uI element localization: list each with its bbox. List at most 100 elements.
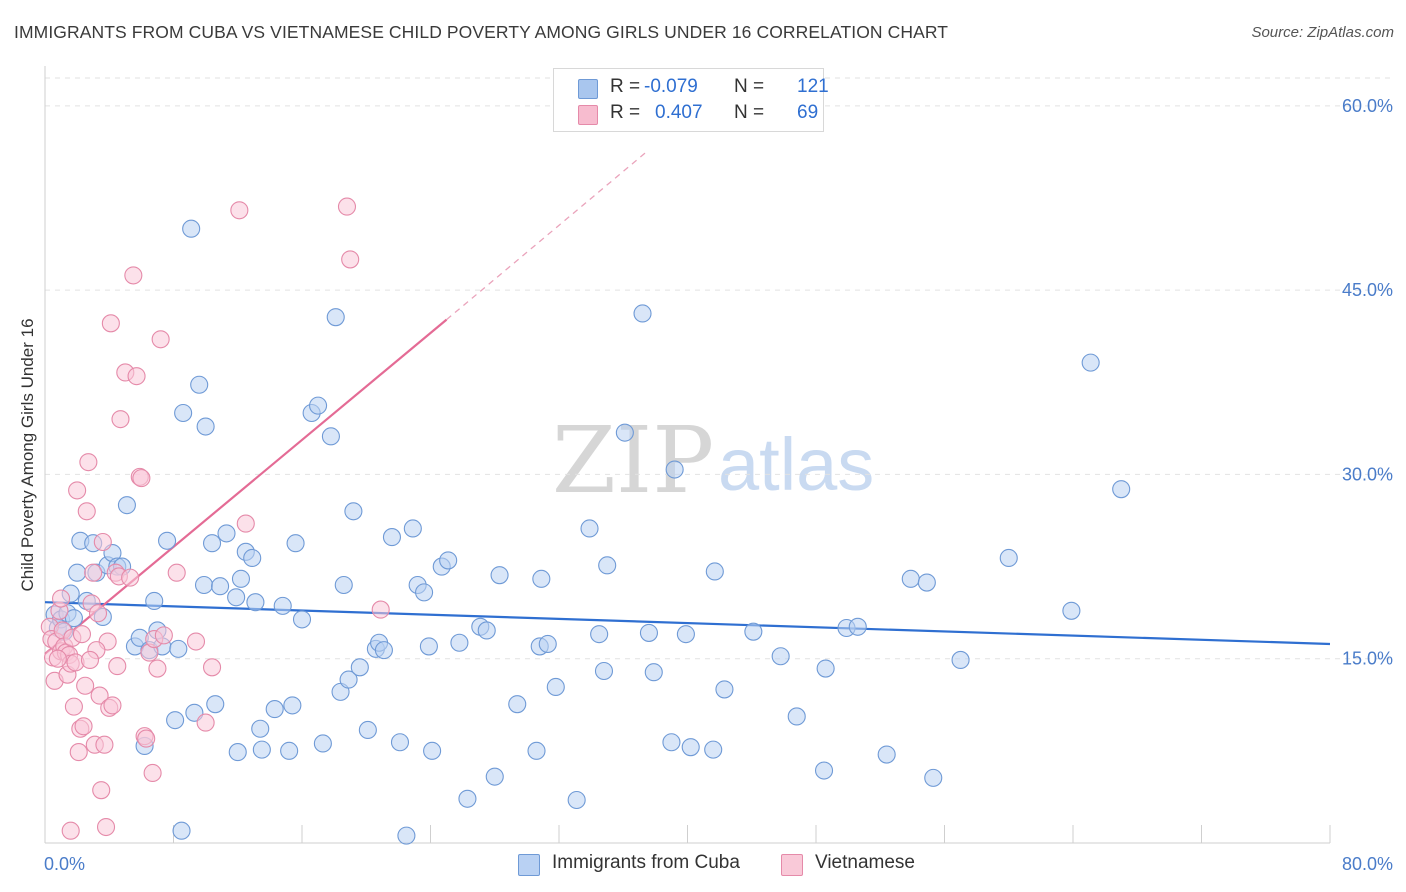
point-vietnamese [103, 696, 122, 715]
point-cuba [423, 741, 442, 760]
r-label: R = [610, 102, 641, 123]
point-cuba [662, 733, 681, 752]
point-cuba [450, 633, 469, 652]
r-value-cuba: -0.079 [644, 76, 698, 97]
watermark-atlas: atlas [718, 423, 874, 506]
point-vietnamese [84, 563, 103, 582]
point-vietnamese [337, 197, 357, 216]
point-cuba [681, 738, 700, 757]
point-cuba [286, 534, 305, 553]
point-cuba [705, 562, 724, 581]
point-vietnamese [154, 626, 173, 645]
point-cuba [203, 534, 222, 553]
point-cuba [580, 519, 599, 538]
point-cuba [917, 573, 936, 592]
n-label: N = [734, 76, 765, 97]
point-cuba [594, 661, 614, 681]
point-cuba [485, 767, 504, 786]
y-tick-label: 60.0% [1342, 96, 1393, 116]
data-points [40, 197, 1131, 845]
point-cuba [334, 575, 353, 595]
point-cuba [166, 711, 185, 730]
point-cuba [1112, 480, 1131, 499]
point-cuba [901, 569, 920, 588]
point-cuba [68, 563, 87, 582]
point-cuba [477, 621, 496, 640]
point-cuba [787, 707, 806, 726]
point-vietnamese [68, 481, 87, 500]
point-cuba [877, 745, 896, 764]
point-cuba [344, 502, 363, 521]
point-cuba [419, 637, 438, 656]
point-vietnamese [80, 650, 100, 669]
point-cuba [744, 622, 763, 641]
point-cuba [644, 663, 663, 682]
point-cuba [615, 423, 634, 442]
point-cuba [633, 304, 652, 323]
point-cuba [231, 569, 251, 588]
point-cuba [172, 821, 191, 840]
point-cuba [217, 524, 236, 543]
x-tick-label: 80.0% [1342, 854, 1393, 874]
point-cuba [246, 593, 265, 612]
point-cuba [211, 577, 230, 596]
point-vietnamese [148, 659, 167, 678]
point-cuba [704, 740, 723, 759]
point-cuba [814, 761, 834, 780]
point-cuba [280, 741, 299, 760]
point-cuba [228, 743, 247, 762]
point-cuba [339, 670, 358, 689]
n-value-vietnamese: 69 [797, 102, 819, 123]
point-cuba [639, 623, 659, 642]
point-vietnamese [77, 502, 96, 521]
point-cuba [251, 719, 270, 738]
point-vietnamese [236, 514, 255, 533]
point-cuba [538, 634, 557, 654]
point-cuba [190, 375, 209, 394]
point-cuba [169, 639, 188, 658]
point-cuba [924, 768, 943, 787]
point-cuba [313, 734, 332, 753]
point-cuba [439, 551, 458, 570]
point-cuba [273, 596, 292, 615]
point-vietnamese [74, 717, 93, 736]
legend-swatch-cuba [518, 854, 540, 876]
point-cuba [598, 556, 617, 575]
legend-swatch-cuba [578, 79, 598, 99]
x-tick-label: 0.0% [44, 854, 85, 874]
point-vietnamese [203, 658, 222, 677]
point-cuba [374, 641, 393, 660]
watermark: ZIP atlas [552, 407, 874, 514]
point-cuba [64, 609, 83, 628]
point-cuba [350, 658, 369, 677]
point-cuba [490, 566, 509, 585]
point-cuba [590, 625, 609, 644]
point-vietnamese [124, 266, 143, 285]
point-cuba [382, 528, 402, 547]
point-cuba [194, 575, 214, 595]
y-tick-label: 15.0% [1342, 649, 1393, 669]
point-vietnamese [341, 250, 360, 269]
watermark-zip: ZIP [552, 407, 714, 514]
point-cuba [252, 740, 271, 759]
point-cuba [951, 650, 970, 669]
point-cuba [999, 548, 1018, 568]
point-cuba [715, 680, 734, 699]
legend-swatch-vietnamese [578, 105, 598, 125]
point-cuba [676, 625, 695, 644]
point-vietnamese [79, 453, 98, 472]
point-vietnamese [151, 330, 170, 349]
legend-swatch-vietnamese [781, 854, 803, 876]
point-vietnamese [88, 604, 108, 623]
point-cuba [532, 569, 551, 588]
r-label: R = [610, 76, 641, 97]
point-vietnamese [371, 600, 390, 619]
r-value-vietnamese: 0.407 [655, 102, 703, 123]
stats-legend: R = -0.079 N = 121 R = 0.407 N = 69 [553, 68, 829, 132]
point-vietnamese [101, 314, 120, 333]
point-vietnamese [90, 686, 109, 705]
y-axis-label: Child Poverty Among Girls Under 16 [18, 318, 37, 591]
point-cuba [196, 417, 215, 436]
trend-line-vietnamese [44, 318, 448, 655]
